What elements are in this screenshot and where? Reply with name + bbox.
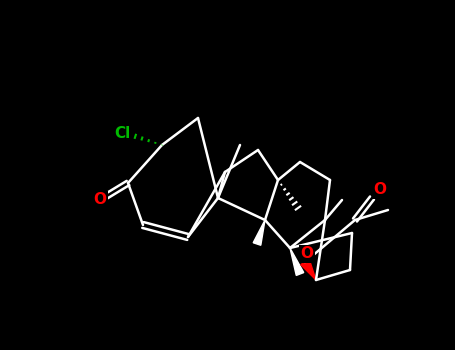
Text: O: O [374,182,386,197]
Polygon shape [290,248,304,275]
Text: O: O [300,246,313,261]
Polygon shape [253,220,265,245]
Text: O: O [93,193,106,208]
Polygon shape [301,259,316,280]
Text: Cl: Cl [114,126,130,141]
